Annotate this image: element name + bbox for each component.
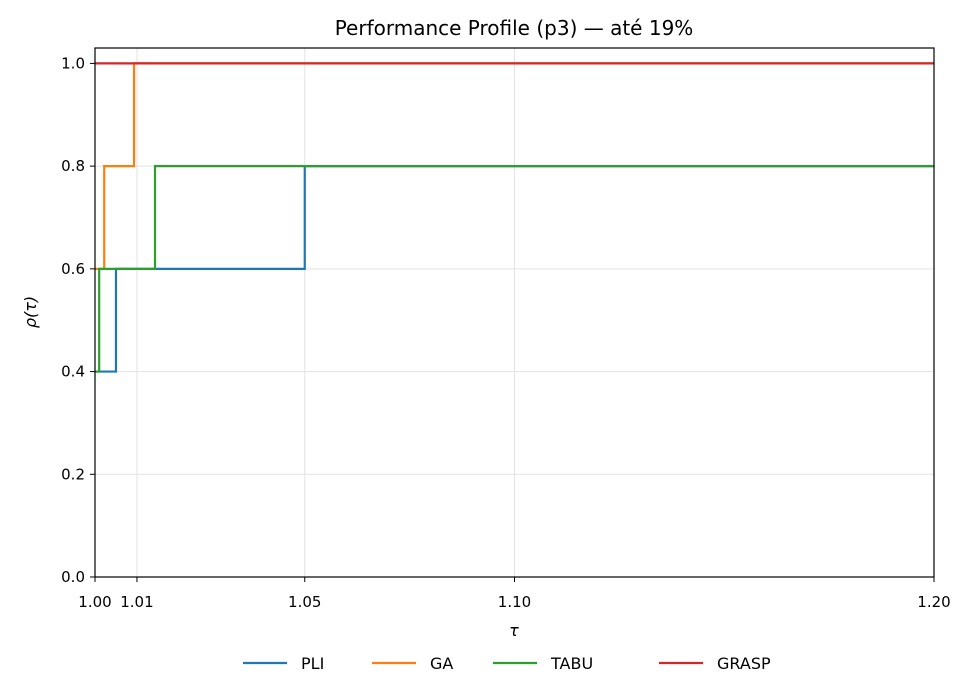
x-tick-label: 1.00: [78, 593, 111, 611]
legend-label: TABU: [550, 654, 593, 673]
y-tick-label: 0.4: [61, 363, 85, 381]
y-tick-label: 0.2: [61, 465, 85, 483]
y-tick-label: 1.0: [61, 54, 85, 72]
series-lines: [95, 62, 934, 373]
x-tick-label: 1.01: [120, 593, 153, 611]
legend-label: GA: [430, 654, 453, 673]
x-axis-ticks: 1.00 1.01 1.05 1.10 1.20: [78, 577, 951, 611]
y-tick-label: 0.8: [61, 157, 85, 175]
legend: PLI GA TABU GRASP: [243, 654, 771, 673]
x-tick-label: 1.10: [498, 593, 531, 611]
series-line-tabu: [95, 165, 934, 373]
legend-label: GRASP: [717, 654, 771, 673]
grid-lines: [94, 48, 935, 578]
y-axis-ticks: 0.0 0.2 0.4 0.6 0.8 1.0: [61, 54, 95, 586]
y-axis-label: ρ(τ): [21, 296, 40, 328]
x-axis-label: τ: [509, 621, 519, 640]
y-tick-label: 0.0: [61, 568, 85, 586]
y-tick-label: 0.6: [61, 260, 85, 278]
x-tick-label: 1.20: [917, 593, 950, 611]
x-tick-label: 1.05: [288, 593, 321, 611]
legend-label: PLI: [301, 654, 324, 673]
chart-title: Performance Profile (p3) — até 19%: [335, 16, 694, 40]
